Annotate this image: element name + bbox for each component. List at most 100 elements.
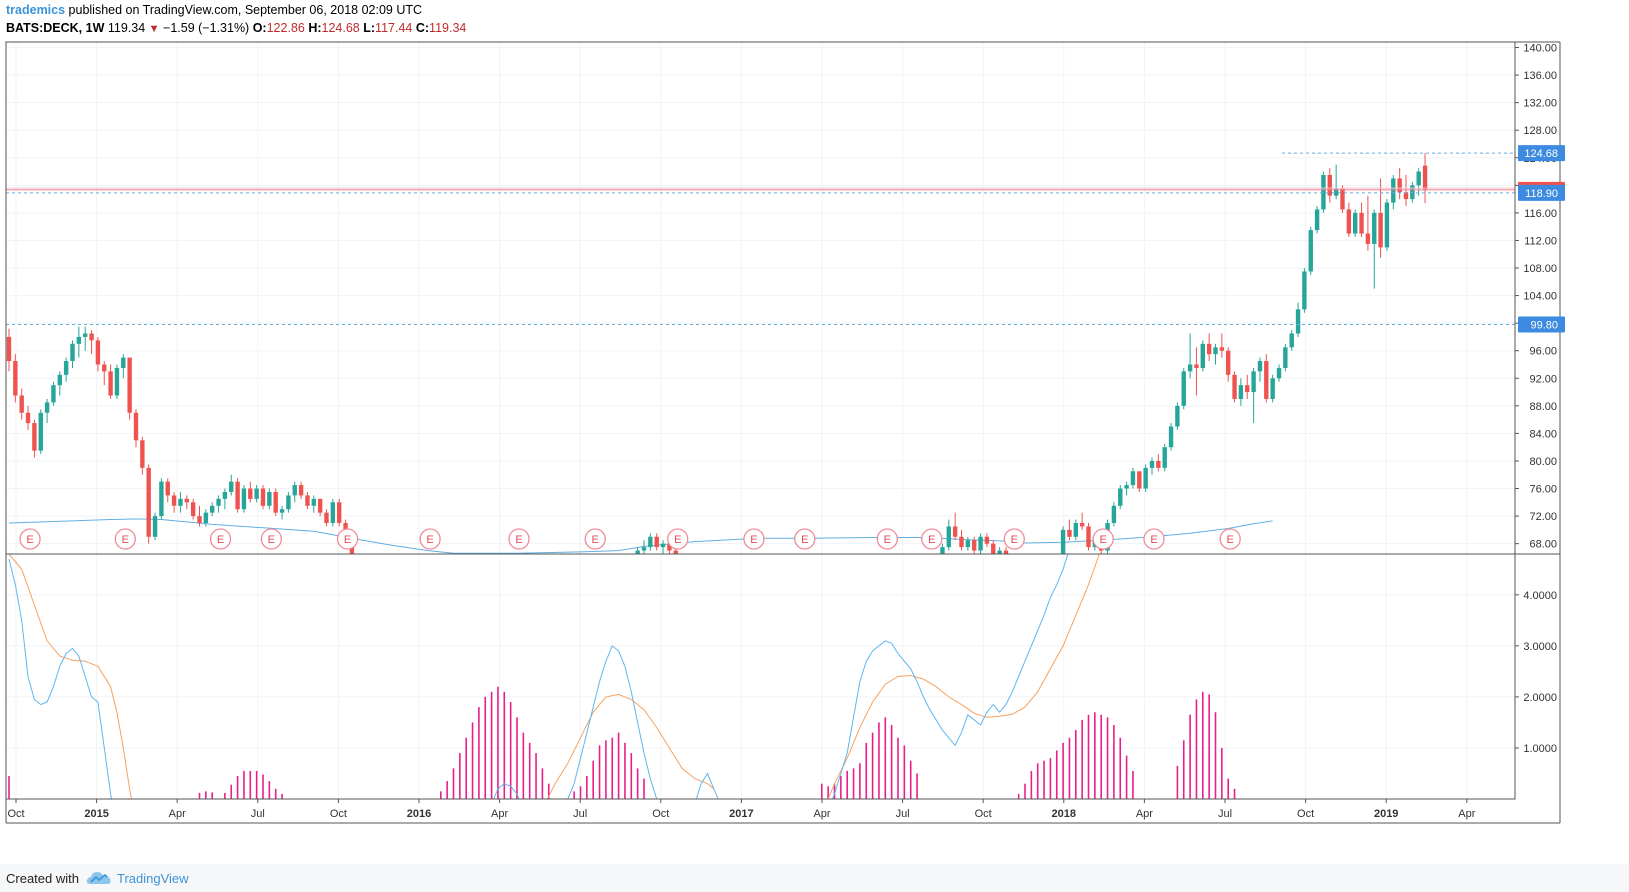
macd-tick-label: 3.0000 [1523, 641, 1557, 653]
candle-body [178, 498, 183, 506]
candle-body [1327, 174, 1332, 196]
x-tick-label: 2015 [84, 808, 108, 820]
candle-up [1073, 519, 1078, 541]
candle-body [978, 536, 983, 551]
candle-down [171, 491, 177, 513]
candle-down [1359, 202, 1364, 238]
candle-body [216, 498, 221, 506]
chart-canvas[interactable]: E E E E E E E E E E E E E E E E E 140.00 136.00 132.00 128.… [0, 0, 1629, 864]
candle-body [1137, 471, 1142, 489]
earnings-marker: E [260, 528, 283, 550]
candle-body [1384, 202, 1390, 248]
candle-up [216, 495, 221, 513]
candle-body [248, 488, 253, 499]
candle-body [972, 540, 977, 551]
candle-body [165, 481, 170, 496]
earnings-label: E [426, 534, 433, 546]
tradingview-cloud-icon[interactable] [86, 869, 112, 887]
candle-body [57, 374, 62, 386]
candle-body [260, 488, 266, 506]
earnings-circle [1092, 528, 1114, 550]
candle-body [292, 485, 297, 496]
y-tick-label: 84.00 [1529, 428, 1557, 440]
candle-up [229, 474, 234, 496]
candle-up [1302, 268, 1307, 313]
symbol-label: BATS:DECK, 1W [6, 21, 105, 35]
candle-up [965, 536, 971, 551]
candle-body [1194, 364, 1199, 368]
candle-body [1372, 212, 1377, 244]
candle-body [1359, 212, 1364, 234]
candle-down [25, 405, 31, 430]
candle-body [13, 361, 18, 396]
candle-body [1156, 460, 1161, 468]
chart-header-publish: trademics published on TradingView.com, … [6, 3, 422, 17]
earnings-marker: E [1219, 528, 1241, 550]
high-label: H: [308, 21, 322, 35]
candle-body [1226, 350, 1231, 375]
candle-up [311, 495, 316, 513]
price-label-box [1518, 145, 1565, 162]
candle-down [1086, 522, 1091, 551]
earnings-marker: E [743, 528, 765, 550]
candle-down [146, 464, 151, 544]
candle-body [1162, 447, 1167, 468]
candle-body [38, 412, 43, 451]
candle-body [184, 498, 189, 503]
candle-body [1321, 174, 1326, 210]
candle-down [1346, 202, 1352, 238]
candle-down [273, 488, 278, 517]
candle-up [222, 488, 228, 510]
candle-body [203, 512, 209, 523]
macd-panel [8, 554, 1236, 799]
macd-axis[interactable]: 4.0000 3.0000 2.0000 1.0000 [1515, 590, 1557, 755]
candle-up [57, 371, 62, 396]
author-name[interactable]: trademics [6, 3, 66, 17]
tradingview-brand[interactable]: TradingView [117, 871, 189, 886]
candle-body [952, 526, 958, 537]
candle-body [197, 516, 202, 523]
candle-body [1118, 488, 1123, 506]
candle-up [70, 340, 75, 368]
open-label: O: [252, 21, 267, 35]
low-value: 117.44 [375, 21, 413, 35]
candle-up [44, 398, 50, 424]
candle-up [1130, 467, 1136, 489]
x-tick-label: 2017 [729, 808, 753, 820]
candle-body [946, 526, 951, 548]
earnings-marker: E [419, 528, 441, 550]
candle-body [286, 495, 291, 510]
candle-body [241, 488, 247, 510]
earnings-label: E [122, 534, 129, 546]
candle-body [44, 402, 50, 413]
earnings-label: E [268, 534, 275, 546]
candle-up [940, 543, 945, 554]
earnings-circle [667, 528, 689, 550]
candle-body [152, 516, 158, 537]
candle-up [1187, 333, 1193, 379]
candle-body [1314, 209, 1320, 231]
candle-up [997, 547, 1002, 554]
time-axis[interactable]: Oct 2015 Apr Jul Oct 2016 Apr Jul Oct 2017 Apr Jul O… [7, 799, 1476, 820]
candle-down [324, 509, 329, 527]
candle-body [102, 364, 107, 372]
candle-down [1079, 512, 1085, 530]
candle-down [248, 481, 253, 503]
candle-body [305, 495, 310, 506]
price-axis[interactable]: 140.00136.00132.00128.00124.00120.00116.… [1515, 43, 1557, 551]
earnings-circle [19, 528, 41, 550]
earnings-marker: E [508, 528, 530, 550]
candle-up [203, 509, 209, 527]
chart-header-quote: BATS:DECK, 1W 119.34 ▼ −1.59 (−1.31%) O:… [6, 21, 466, 35]
price-label-box [1518, 316, 1565, 333]
candle-body [1124, 485, 1129, 489]
price-label-text: 124.68 [1524, 148, 1558, 160]
candle-up [1143, 464, 1148, 492]
x-tick-label: Apr [813, 808, 830, 820]
candle-body [991, 543, 996, 554]
candle-body [330, 502, 336, 523]
earnings-label: E [26, 534, 33, 546]
x-tick-label: Jul [1218, 808, 1232, 820]
candle-down [337, 498, 342, 527]
candle-up [178, 491, 183, 513]
